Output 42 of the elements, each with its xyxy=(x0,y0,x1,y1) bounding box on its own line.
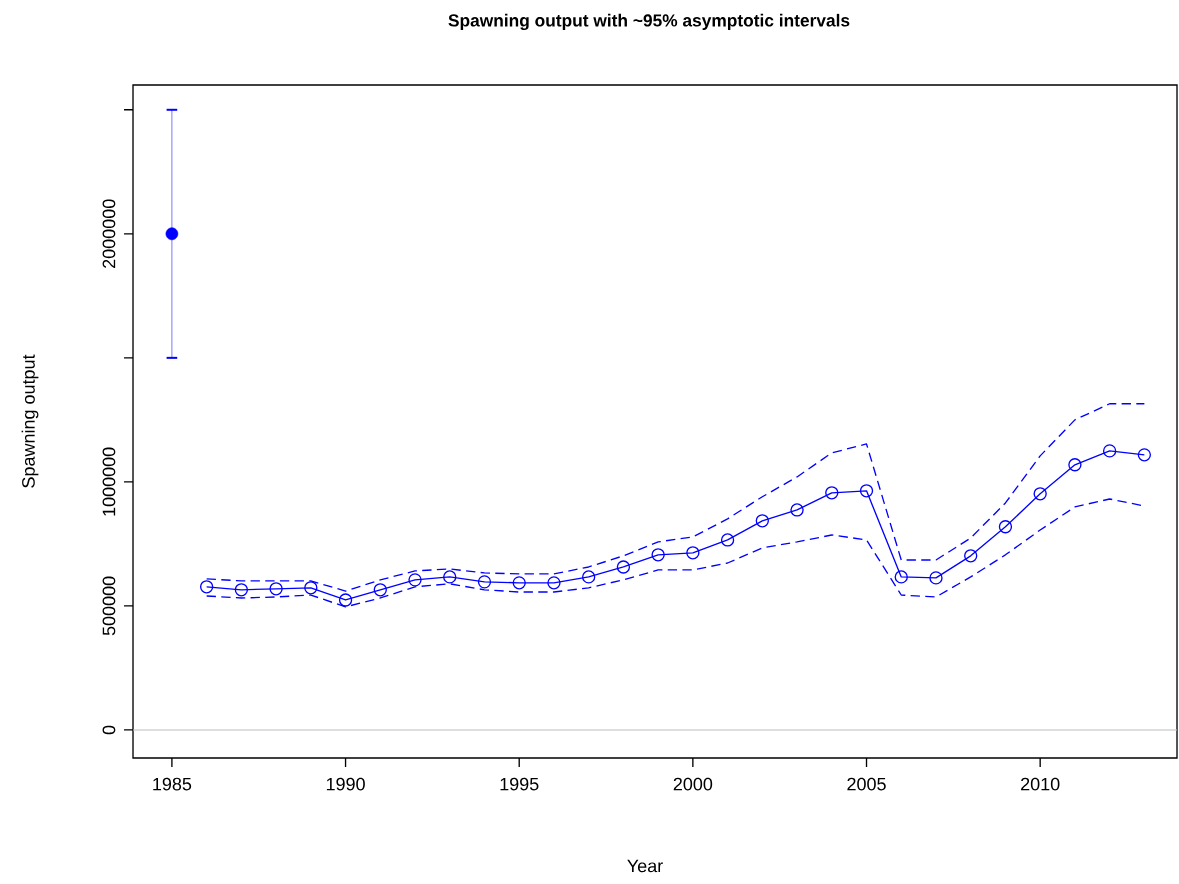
point xyxy=(582,570,596,584)
point xyxy=(443,570,457,584)
point xyxy=(1033,487,1047,501)
point xyxy=(477,575,492,589)
point xyxy=(199,580,214,594)
point xyxy=(686,546,700,560)
y-tick-label: 2000000 xyxy=(102,199,116,268)
point xyxy=(165,227,179,241)
point xyxy=(929,571,943,585)
x-tick-label: 1990 xyxy=(326,777,365,791)
point xyxy=(720,533,735,547)
x-tick-label: 2000 xyxy=(673,777,713,791)
y-axis-title: Spawning output xyxy=(21,354,39,488)
point xyxy=(1137,448,1152,462)
x-tick-label: 2010 xyxy=(1021,777,1060,791)
x-tick-label: 1995 xyxy=(500,777,539,791)
point xyxy=(1102,444,1117,458)
point xyxy=(547,576,561,590)
x-tick-label: 2005 xyxy=(847,777,886,791)
point xyxy=(998,520,1013,534)
y-tick-label: 1000000 xyxy=(102,447,116,516)
y-tick-label: 0 xyxy=(102,725,116,735)
point xyxy=(894,570,908,584)
point xyxy=(616,560,631,574)
point xyxy=(408,573,422,587)
point xyxy=(790,503,804,517)
point xyxy=(234,583,249,597)
point xyxy=(755,514,769,528)
point xyxy=(304,581,318,595)
y-tick-label: 500000 xyxy=(102,576,116,636)
point xyxy=(651,548,665,562)
x-tick-label: 1985 xyxy=(153,777,192,791)
x-axis-title: Year xyxy=(627,859,663,873)
point xyxy=(338,593,353,607)
point xyxy=(825,486,839,500)
chart-title: Spawning output with ~95% asymptotic intervals xyxy=(448,13,850,31)
point xyxy=(859,484,874,498)
point xyxy=(512,576,526,590)
point xyxy=(373,583,387,597)
point xyxy=(269,582,283,596)
point xyxy=(1068,458,1082,472)
point xyxy=(964,549,978,563)
